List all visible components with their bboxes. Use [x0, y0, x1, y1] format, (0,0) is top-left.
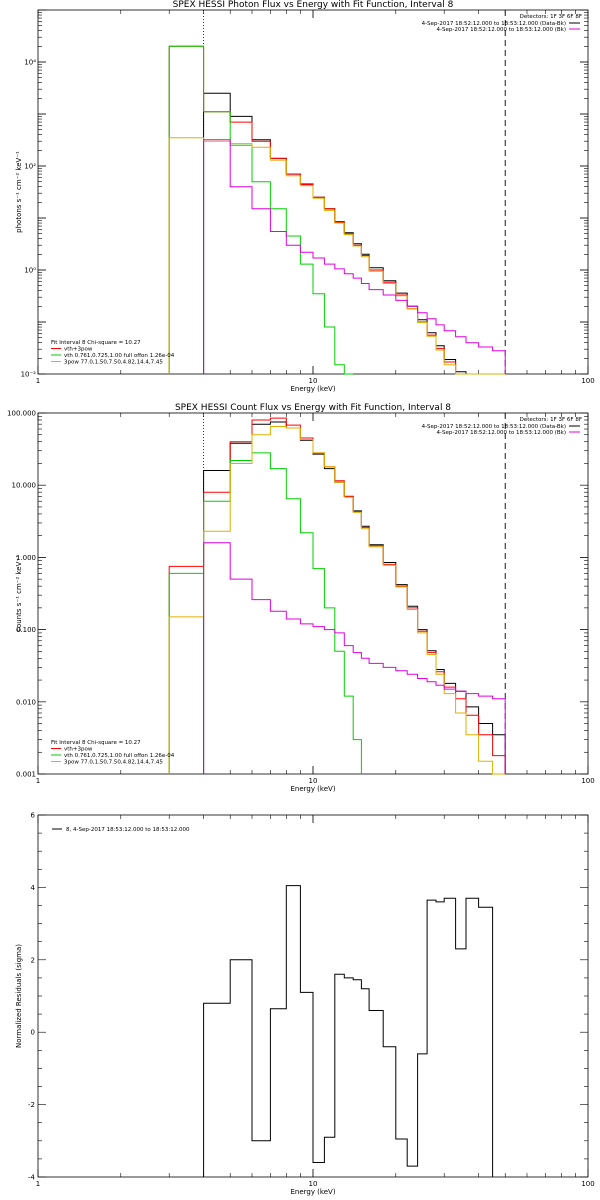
x-tick-label: 10 [309, 1180, 318, 1188]
y-tick-label: 10.000 [12, 482, 37, 490]
y-tick-label: 0.100 [16, 626, 36, 634]
legend-residuals: 8, 4-Sep-2017 18:53:12.000 to 18:53:12.0… [52, 827, 190, 833]
y-tick-label: 0.001 [16, 771, 36, 779]
series-bk [203, 542, 506, 774]
legend-bottom-entry: vth+3pow [64, 347, 93, 353]
y-tick-label: 10⁰ [24, 267, 36, 275]
y-tick-label: 2 [31, 956, 35, 964]
legend-residuals-entry: 8, 4-Sep-2017 18:53:12.000 to 18:53:12.0… [66, 827, 190, 833]
legend-bottom-entry: vth 0.761,0.725,1.00 full offon 1.26e-04 [64, 753, 175, 759]
x-axis-label: Energy (keV) [290, 785, 335, 793]
y-tick-label: 6 [31, 812, 36, 820]
detectors-label: Detectors: 1F 3F 6F 8F [520, 14, 582, 20]
x-axis-label: Energy (keV) [290, 1188, 335, 1196]
y-tick-label: 1.000 [16, 554, 36, 562]
y-tick-label: 10⁴ [24, 59, 36, 67]
series-vth-3pow [168, 417, 506, 774]
x-tick-label: 1 [36, 377, 40, 385]
legend-top: Detectors: 1F 3F 6F 8F4-Sep-2017 18:52:1… [422, 417, 582, 436]
panel-3-series: 8, 4-Sep-2017 18:53:12.000 to 18:53:12.0… [52, 827, 494, 1177]
panel-1-axes: 1 10 100 10⁻² 10⁰ 10² 10⁴ Energy (keV) photons s… [15, 0, 595, 393]
x-tick-label: 100 [581, 377, 594, 385]
legend-bottom-entry: 3pow 77.0,1.50,7.50,4.82,14.4,7.45 [64, 760, 163, 766]
chart-title: SPEX HESSI Count Flux vs Energy with Fit… [175, 403, 451, 413]
legend-top-entry: 4-Sep-2017 18:52:12.000 to 18:53:12.000 … [437, 430, 567, 436]
x-axis-label: Energy (keV) [290, 385, 335, 393]
series-3pow [168, 426, 506, 775]
legend-top-entry: 4-Sep-2017 18:52:12.000 to 18:53:12.000 … [422, 424, 566, 430]
y-axis-label: photons s⁻¹ cm⁻² keV⁻¹ [15, 151, 23, 233]
y-axis-label: counts s⁻¹ cm⁻² keV⁻¹ [15, 555, 23, 632]
x-tick-label: 1 [36, 1180, 40, 1188]
series-vth [168, 452, 362, 774]
y-tick-label: 100.000 [7, 410, 36, 418]
panel-2-axes: 1 10 100 0.001 0.010 0.100 1.000 10.000 100.000 E… [7, 403, 595, 793]
panel-3-axes: 1 10 100 -4 -2 0 2 4 6 Energy (keV) Normalized Res… [15, 812, 595, 1197]
legend-bottom-header: Fit Interval 8 Chi-square = 10.27 [51, 740, 141, 746]
residuals-step-line [203, 885, 494, 1177]
panel-2-series: Detectors: 1F 3F 6F 8F4-Sep-2017 18:52:1… [51, 413, 582, 775]
legend-top-entry: 4-Sep-2017 18:52:12.000 to 18:53:12.000 … [422, 21, 566, 27]
legend-bottom-entry: 3pow 77.0,1.50,7.50,4.82,14.4,7.45 [64, 360, 163, 366]
y-tick-label: 0 [31, 1029, 35, 1037]
legend-bottom: Fit Interval 8 Chi-square = 10.27vth+3po… [51, 340, 175, 366]
legend-bottom: Fit Interval 8 Chi-square = 10.27vth+3po… [51, 740, 175, 766]
x-tick-label: 100 [581, 1180, 594, 1188]
legend-top-entry: 4-Sep-2017 18:52:12.000 to 18:53:12.000 … [437, 27, 567, 33]
y-tick-label: -2 [28, 1101, 35, 1109]
chart-title: SPEX HESSI Photon Flux vs Energy with Fi… [173, 0, 454, 10]
y-tick-label: 10² [24, 163, 36, 171]
y-tick-label: 10⁻² [21, 371, 37, 379]
y-tick-label: -4 [28, 1174, 36, 1182]
x-tick-label: 100 [581, 777, 594, 785]
y-tick-label: 4 [31, 884, 36, 892]
series-3pow [168, 137, 506, 375]
series-vth-3pow [168, 45, 506, 375]
series-bk [203, 139, 506, 374]
detectors-label: Detectors: 1F 3F 6F 8F [520, 417, 582, 423]
series-data-bk [203, 421, 506, 774]
y-axis-label: Normalized Residuals (sigma) [15, 944, 23, 1048]
series-data-bk [203, 92, 506, 375]
legend-bottom-entry: vth+3pow [64, 747, 93, 753]
x-tick-label: 1 [36, 777, 40, 785]
panel-1-series: Detectors: 1F 3F 6F 8F4-Sep-2017 18:52:1… [51, 10, 582, 375]
legend-top: Detectors: 1F 3F 6F 8F4-Sep-2017 18:52:1… [422, 14, 582, 33]
legend-bottom-entry: vth 0.761,0.725,1.00 full offon 1.26e-04 [64, 353, 175, 359]
x-tick-label: 10 [309, 377, 318, 385]
legend-bottom-header: Fit Interval 8 Chi-square = 10.27 [51, 340, 141, 346]
x-tick-label: 10 [309, 777, 318, 785]
y-tick-label: 0.010 [16, 698, 36, 706]
